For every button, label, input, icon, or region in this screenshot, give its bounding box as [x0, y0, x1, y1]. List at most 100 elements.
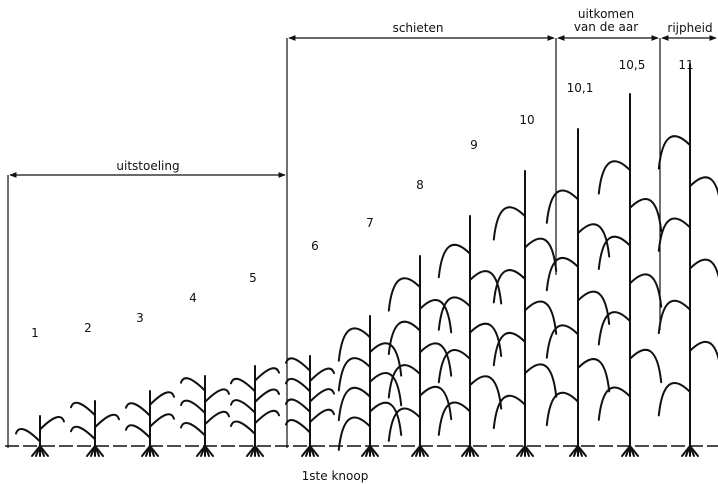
leaf — [149, 413, 175, 428]
plant — [125, 390, 175, 457]
root — [524, 445, 534, 457]
plant — [492, 170, 558, 457]
leaf — [309, 408, 335, 424]
leaf — [125, 424, 151, 439]
leaf — [437, 401, 471, 436]
root — [369, 445, 379, 457]
leaf — [337, 327, 371, 362]
root — [577, 445, 587, 457]
leaf — [545, 256, 579, 292]
leaf — [180, 399, 206, 415]
plant — [657, 63, 718, 457]
leaf — [524, 363, 558, 398]
leaf — [15, 428, 41, 443]
leaf — [492, 269, 526, 304]
phase-label: uitkomen — [578, 7, 634, 21]
leaf — [70, 401, 96, 417]
stage-label: 2 — [84, 321, 92, 335]
leaf — [230, 399, 256, 414]
leaf — [597, 311, 631, 346]
plant — [437, 215, 503, 457]
plant — [70, 400, 120, 457]
leaf — [230, 377, 256, 393]
root — [39, 445, 49, 457]
plant — [545, 128, 611, 457]
leaf — [204, 388, 230, 403]
leaf — [149, 391, 175, 406]
leaf — [387, 407, 421, 442]
leaf — [545, 324, 579, 359]
leaf — [657, 217, 691, 252]
root — [469, 445, 479, 457]
leaf — [492, 394, 526, 430]
root — [419, 445, 429, 457]
plant — [597, 93, 663, 457]
plant — [180, 375, 230, 457]
leaf — [39, 416, 65, 431]
leaf — [419, 342, 453, 377]
leaf — [629, 273, 663, 308]
stage-label: 11 — [678, 58, 693, 72]
leaf — [309, 367, 335, 383]
leaf — [387, 364, 421, 399]
leaf — [180, 377, 206, 392]
leaf — [689, 340, 718, 361]
root — [149, 445, 159, 457]
leaf — [657, 135, 691, 170]
leaf — [94, 413, 120, 429]
node-label: 1ste knoop — [302, 469, 369, 483]
leaf — [437, 243, 471, 279]
stage-label: 7 — [366, 216, 374, 230]
stage-label: 10,5 — [619, 58, 646, 72]
stage-label: 8 — [416, 178, 424, 192]
phase-label: schieten — [393, 21, 444, 35]
stage-label: 9 — [470, 138, 478, 152]
leaf — [337, 357, 371, 392]
leaf — [180, 422, 206, 437]
leaf — [369, 401, 403, 437]
leaf — [387, 320, 421, 356]
leaf — [597, 160, 631, 195]
leaf — [492, 331, 526, 367]
root — [689, 445, 699, 457]
leaf — [285, 357, 311, 372]
phase-label: van de aar — [574, 20, 638, 34]
leaf — [437, 296, 471, 331]
leaf — [597, 386, 631, 421]
leaf — [337, 416, 371, 451]
stage-labels: 1 2 3 4 5 6 7 8 9 10 10,1 10,5 11 — [31, 58, 693, 340]
leaf — [285, 398, 311, 413]
leaf — [254, 367, 280, 382]
plant — [230, 365, 280, 457]
stage-label: 4 — [189, 291, 197, 305]
leaf — [285, 377, 311, 393]
leaf — [689, 176, 718, 197]
leaf — [337, 386, 371, 422]
phase-label: uitstoeling — [116, 159, 179, 173]
root — [204, 445, 214, 457]
root — [254, 445, 264, 457]
leaf — [419, 385, 453, 421]
leaf — [125, 402, 151, 417]
plant — [285, 355, 335, 457]
root — [629, 445, 639, 457]
leaf — [657, 299, 691, 335]
leaf — [419, 298, 453, 334]
phase-brackets: uitstoeling schieten uitkomen van de aar… — [7, 7, 717, 448]
leaf — [204, 410, 230, 426]
leaf — [597, 235, 631, 271]
leaf — [254, 409, 280, 425]
leaf — [492, 206, 526, 241]
plants — [15, 63, 718, 457]
stage-label: 3 — [136, 311, 144, 325]
leaf — [545, 391, 579, 427]
root — [309, 445, 319, 457]
leaf — [437, 348, 471, 384]
plant — [15, 415, 65, 457]
stage-label: 5 — [249, 271, 257, 285]
leaf — [285, 419, 311, 434]
plant — [387, 255, 453, 457]
stage-label: 10 — [519, 113, 534, 127]
leaf — [545, 189, 579, 224]
